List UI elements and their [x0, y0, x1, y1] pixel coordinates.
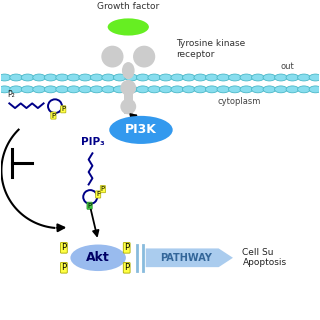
Ellipse shape [10, 74, 22, 81]
Ellipse shape [33, 74, 45, 81]
Ellipse shape [0, 74, 11, 81]
Ellipse shape [263, 86, 276, 93]
Ellipse shape [122, 62, 135, 79]
Ellipse shape [240, 86, 253, 93]
Text: P: P [101, 186, 105, 192]
Text: PI3K: PI3K [125, 124, 157, 136]
Ellipse shape [113, 86, 126, 93]
Text: P: P [61, 263, 67, 272]
Ellipse shape [148, 86, 161, 93]
Text: cytoplasm: cytoplasm [217, 97, 260, 106]
Ellipse shape [79, 86, 92, 93]
Text: Growth factor: Growth factor [97, 2, 159, 12]
FancyArrow shape [146, 248, 233, 267]
Text: PATHWAY: PATHWAY [160, 253, 212, 263]
Ellipse shape [159, 86, 172, 93]
Text: Cell Su
Apoptosis: Cell Su Apoptosis [243, 248, 287, 268]
Ellipse shape [102, 74, 115, 81]
Ellipse shape [10, 86, 22, 93]
Ellipse shape [109, 116, 173, 144]
Ellipse shape [217, 86, 230, 93]
Ellipse shape [252, 86, 264, 93]
Text: PIP₃: PIP₃ [81, 137, 104, 147]
Ellipse shape [56, 86, 68, 93]
Text: P: P [124, 243, 129, 252]
Ellipse shape [194, 74, 207, 81]
Ellipse shape [205, 74, 218, 81]
Ellipse shape [148, 74, 161, 81]
Ellipse shape [120, 99, 136, 114]
Ellipse shape [125, 74, 138, 81]
Ellipse shape [275, 74, 287, 81]
Text: P: P [124, 263, 129, 272]
Ellipse shape [309, 74, 320, 81]
Ellipse shape [136, 86, 149, 93]
Ellipse shape [79, 74, 92, 81]
Ellipse shape [113, 74, 126, 81]
Text: Tyrosine kinase
receptor: Tyrosine kinase receptor [176, 39, 245, 59]
Ellipse shape [90, 86, 103, 93]
Ellipse shape [67, 86, 80, 93]
Ellipse shape [240, 74, 253, 81]
Text: Akt: Akt [86, 251, 110, 264]
Ellipse shape [275, 86, 287, 93]
Text: P: P [51, 113, 55, 118]
Ellipse shape [44, 74, 57, 81]
Ellipse shape [125, 86, 138, 93]
Text: P: P [61, 243, 67, 252]
Ellipse shape [101, 46, 124, 68]
Text: P₂: P₂ [8, 90, 15, 99]
Text: P: P [87, 203, 92, 209]
Ellipse shape [286, 74, 299, 81]
Ellipse shape [67, 74, 80, 81]
Ellipse shape [263, 74, 276, 81]
Ellipse shape [70, 244, 126, 271]
Ellipse shape [120, 80, 136, 96]
Ellipse shape [286, 86, 299, 93]
Text: out: out [281, 62, 294, 71]
Ellipse shape [205, 86, 218, 93]
Ellipse shape [159, 74, 172, 81]
Text: P: P [61, 106, 65, 112]
Ellipse shape [0, 86, 11, 93]
Ellipse shape [171, 74, 184, 81]
Ellipse shape [133, 46, 155, 68]
Ellipse shape [21, 86, 34, 93]
Ellipse shape [44, 86, 57, 93]
Ellipse shape [194, 86, 207, 93]
Ellipse shape [298, 74, 310, 81]
Ellipse shape [298, 86, 310, 93]
Ellipse shape [252, 74, 264, 81]
Ellipse shape [228, 86, 241, 93]
Ellipse shape [228, 74, 241, 81]
Ellipse shape [56, 74, 68, 81]
Ellipse shape [21, 74, 34, 81]
FancyBboxPatch shape [124, 83, 133, 114]
Ellipse shape [90, 74, 103, 81]
Ellipse shape [309, 86, 320, 93]
Ellipse shape [102, 86, 115, 93]
Ellipse shape [33, 86, 45, 93]
Ellipse shape [171, 86, 184, 93]
Text: P: P [96, 191, 100, 197]
Ellipse shape [182, 74, 195, 81]
Ellipse shape [108, 18, 149, 36]
Ellipse shape [217, 74, 230, 81]
Ellipse shape [182, 86, 195, 93]
Ellipse shape [136, 74, 149, 81]
